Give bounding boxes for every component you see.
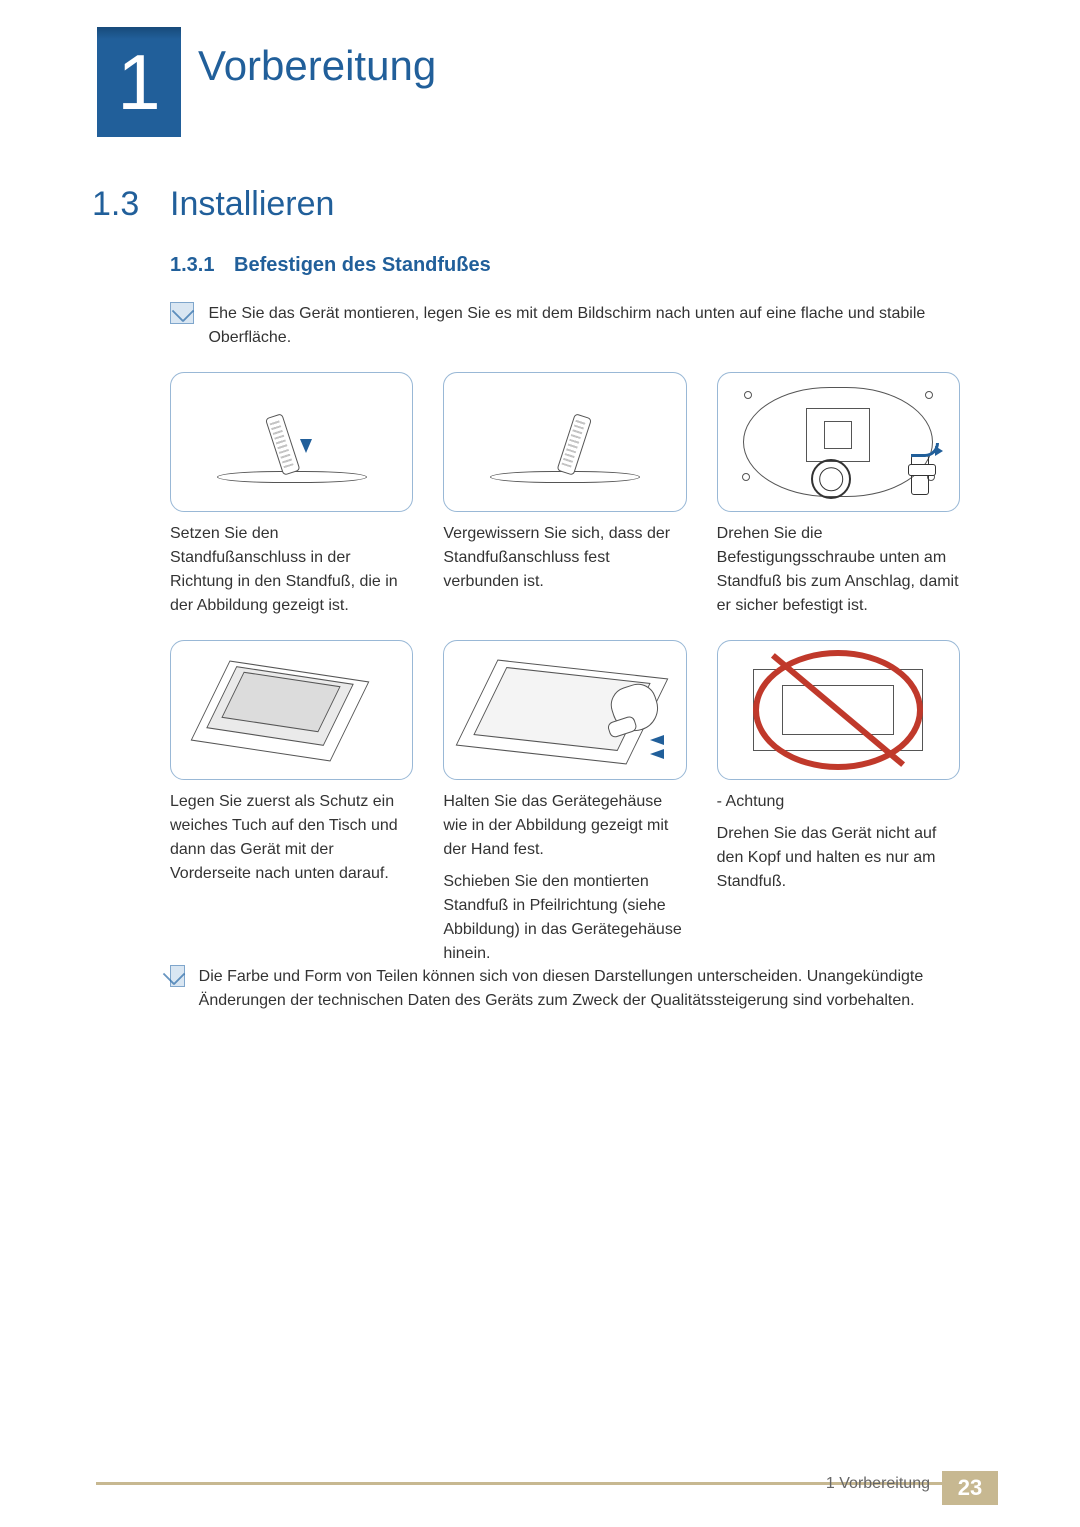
step-4-caption: Legen Sie zuerst als Schutz ein weiches … xyxy=(170,790,413,886)
step-4-figure xyxy=(170,640,413,780)
note-icon xyxy=(170,302,194,324)
step-6-heading: - Achtung xyxy=(717,793,785,810)
step-4: Legen Sie zuerst als Schutz ein weiches … xyxy=(170,640,413,966)
step-5-caption-a: Halten Sie das Gerätegehäuse wie in der … xyxy=(443,793,668,858)
step-1-caption: Setzen Sie den Standfußanschluss in der … xyxy=(170,522,413,618)
step-5-figure xyxy=(443,640,686,780)
arrow-down-icon xyxy=(300,439,312,453)
step-5: Halten Sie das Gerätegehäuse wie in der … xyxy=(443,640,686,966)
step-2-figure xyxy=(443,372,686,512)
hole-icon xyxy=(744,391,752,399)
section-number: 1.3 xyxy=(92,185,139,224)
step-6-text: Drehen Sie das Gerät nicht auf den Kopf … xyxy=(717,822,960,894)
chapter-title: Vorbereitung xyxy=(198,42,436,90)
hole-icon xyxy=(925,391,933,399)
stand-neck-icon xyxy=(265,413,301,476)
badge-fold xyxy=(97,27,181,39)
step-1: Setzen Sie den Standfußanschluss in der … xyxy=(170,372,413,618)
section-title: Installieren xyxy=(170,185,334,224)
steps-grid: Setzen Sie den Standfußanschluss in der … xyxy=(170,372,960,966)
screw-icon xyxy=(811,459,851,499)
chapter-badge: 1 xyxy=(97,27,181,137)
note-top: Ehe Sie das Gerät montieren, legen Sie e… xyxy=(170,302,960,350)
screw-side-icon xyxy=(911,455,929,495)
push-arrows-icon xyxy=(650,735,664,759)
step-5-caption: Halten Sie das Gerätegehäuse wie in der … xyxy=(443,790,686,966)
step-6: - Achtung Drehen Sie das Gerät nicht auf… xyxy=(717,640,960,966)
step-3: Drehen Sie die Befestigungsschraube unte… xyxy=(717,372,960,618)
hole-icon xyxy=(742,473,750,481)
note-bottom-text: Die Farbe und Form von Teilen können sic… xyxy=(199,965,960,1013)
note-top-text: Ehe Sie das Gerät montieren, legen Sie e… xyxy=(208,302,960,350)
step-6-figure xyxy=(717,640,960,780)
prohibit-icon xyxy=(753,650,923,770)
note-icon xyxy=(170,965,185,987)
footer-label: 1 Vorbereitung xyxy=(826,1475,930,1493)
step-6-caption: - Achtung Drehen Sie das Gerät nicht auf… xyxy=(717,790,960,894)
subsection-title: Befestigen des Standfußes xyxy=(234,254,491,277)
subsection-number: 1.3.1 xyxy=(170,254,214,277)
step-5-caption-b: Schieben Sie den montierten Standfuß in … xyxy=(443,870,686,966)
step-1-figure xyxy=(170,372,413,512)
step-3-figure xyxy=(717,372,960,512)
footer-page-number: 23 xyxy=(942,1471,998,1505)
note-bottom: Die Farbe und Form von Teilen können sic… xyxy=(170,965,960,1013)
rotate-arrow-icon xyxy=(911,443,939,457)
step-3-caption: Drehen Sie die Befestigungsschraube unte… xyxy=(717,522,960,618)
chapter-number: 1 xyxy=(117,43,160,121)
stand-neck-icon xyxy=(556,413,592,476)
plate-mount-icon xyxy=(806,408,870,462)
step-2: Vergewissern Sie sich, dass der Standfuß… xyxy=(443,372,686,618)
step-2-caption: Vergewissern Sie sich, dass der Standfuß… xyxy=(443,522,686,594)
